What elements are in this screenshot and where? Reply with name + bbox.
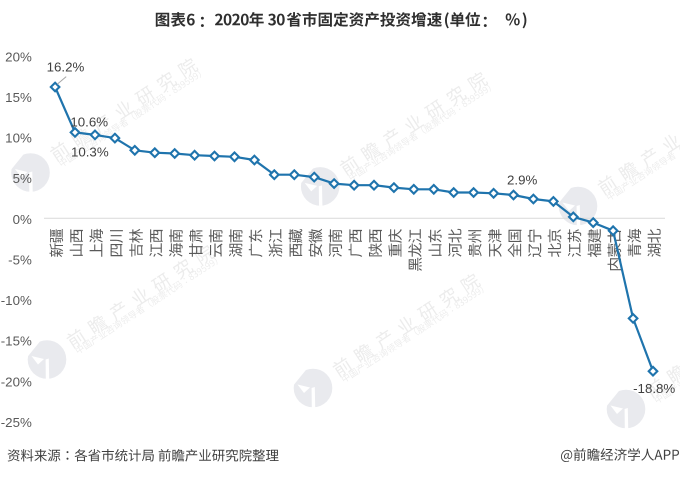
svg-text:-25%: -25% [1,415,32,430]
svg-text:-18.8%: -18.8% [633,381,675,396]
svg-text:10.6%: 10.6% [70,114,108,129]
svg-text:20%: 20% [5,49,32,64]
svg-text:2.9%: 2.9% [507,173,537,188]
svg-text:0%: 0% [13,212,32,227]
svg-text:-20%: -20% [1,374,32,389]
svg-text:16.2%: 16.2% [47,59,85,74]
svg-text:5%: 5% [13,171,32,186]
svg-text:-5%: -5% [8,252,32,267]
svg-text:10%: 10% [5,131,32,146]
svg-text:10.3%: 10.3% [71,144,109,159]
svg-text:-10%: -10% [1,293,32,308]
svg-text:-15%: -15% [1,334,32,349]
svg-text:15%: 15% [5,90,32,105]
